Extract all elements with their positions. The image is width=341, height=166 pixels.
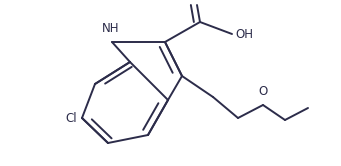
Text: NH: NH — [102, 22, 119, 35]
Text: Cl: Cl — [65, 112, 77, 124]
Text: O: O — [258, 85, 268, 98]
Text: O: O — [194, 0, 203, 3]
Text: OH: OH — [235, 28, 253, 41]
